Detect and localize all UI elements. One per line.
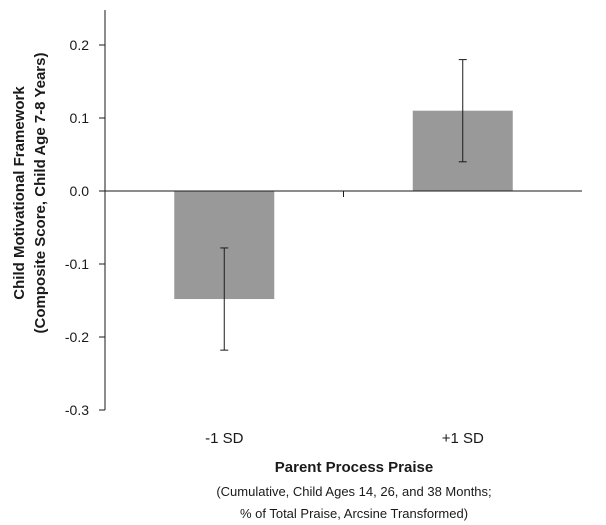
x-axis-label: Parent Process Praise [275, 459, 433, 476]
y-ticks-layer: -0.3 -0.2 -0.1 0.0 0.1 0.2 [65, 37, 105, 418]
y-axis-label-line2: (Composite Score, Child Age 7-8 Years) [32, 53, 49, 334]
error-bars-layer [220, 59, 467, 351]
y-tick-label: -0.3 [65, 402, 89, 418]
axes-layer [104, 10, 582, 410]
y-tick-label: -0.2 [65, 329, 89, 345]
x-axis-sublabel-line1: (Cumulative, Child Ages 14, 26, and 38 M… [216, 484, 491, 499]
x-axis-sublabel-line2: % of Total Praise, Arcsine Transformed) [240, 506, 468, 521]
y-tick-label: 0.2 [70, 37, 90, 53]
y-tick-label: 0.0 [70, 183, 90, 199]
y-tick-label: -0.1 [65, 256, 89, 272]
category-label: -1 SD [205, 430, 244, 447]
category-label: +1 SD [442, 430, 484, 447]
y-axis-label-line1: Child Motivational Framework [11, 86, 28, 300]
y-tick-label: 0.1 [70, 110, 90, 126]
bars-layer [174, 110, 513, 300]
category-labels-layer: -1 SD +1 SD [205, 430, 484, 447]
